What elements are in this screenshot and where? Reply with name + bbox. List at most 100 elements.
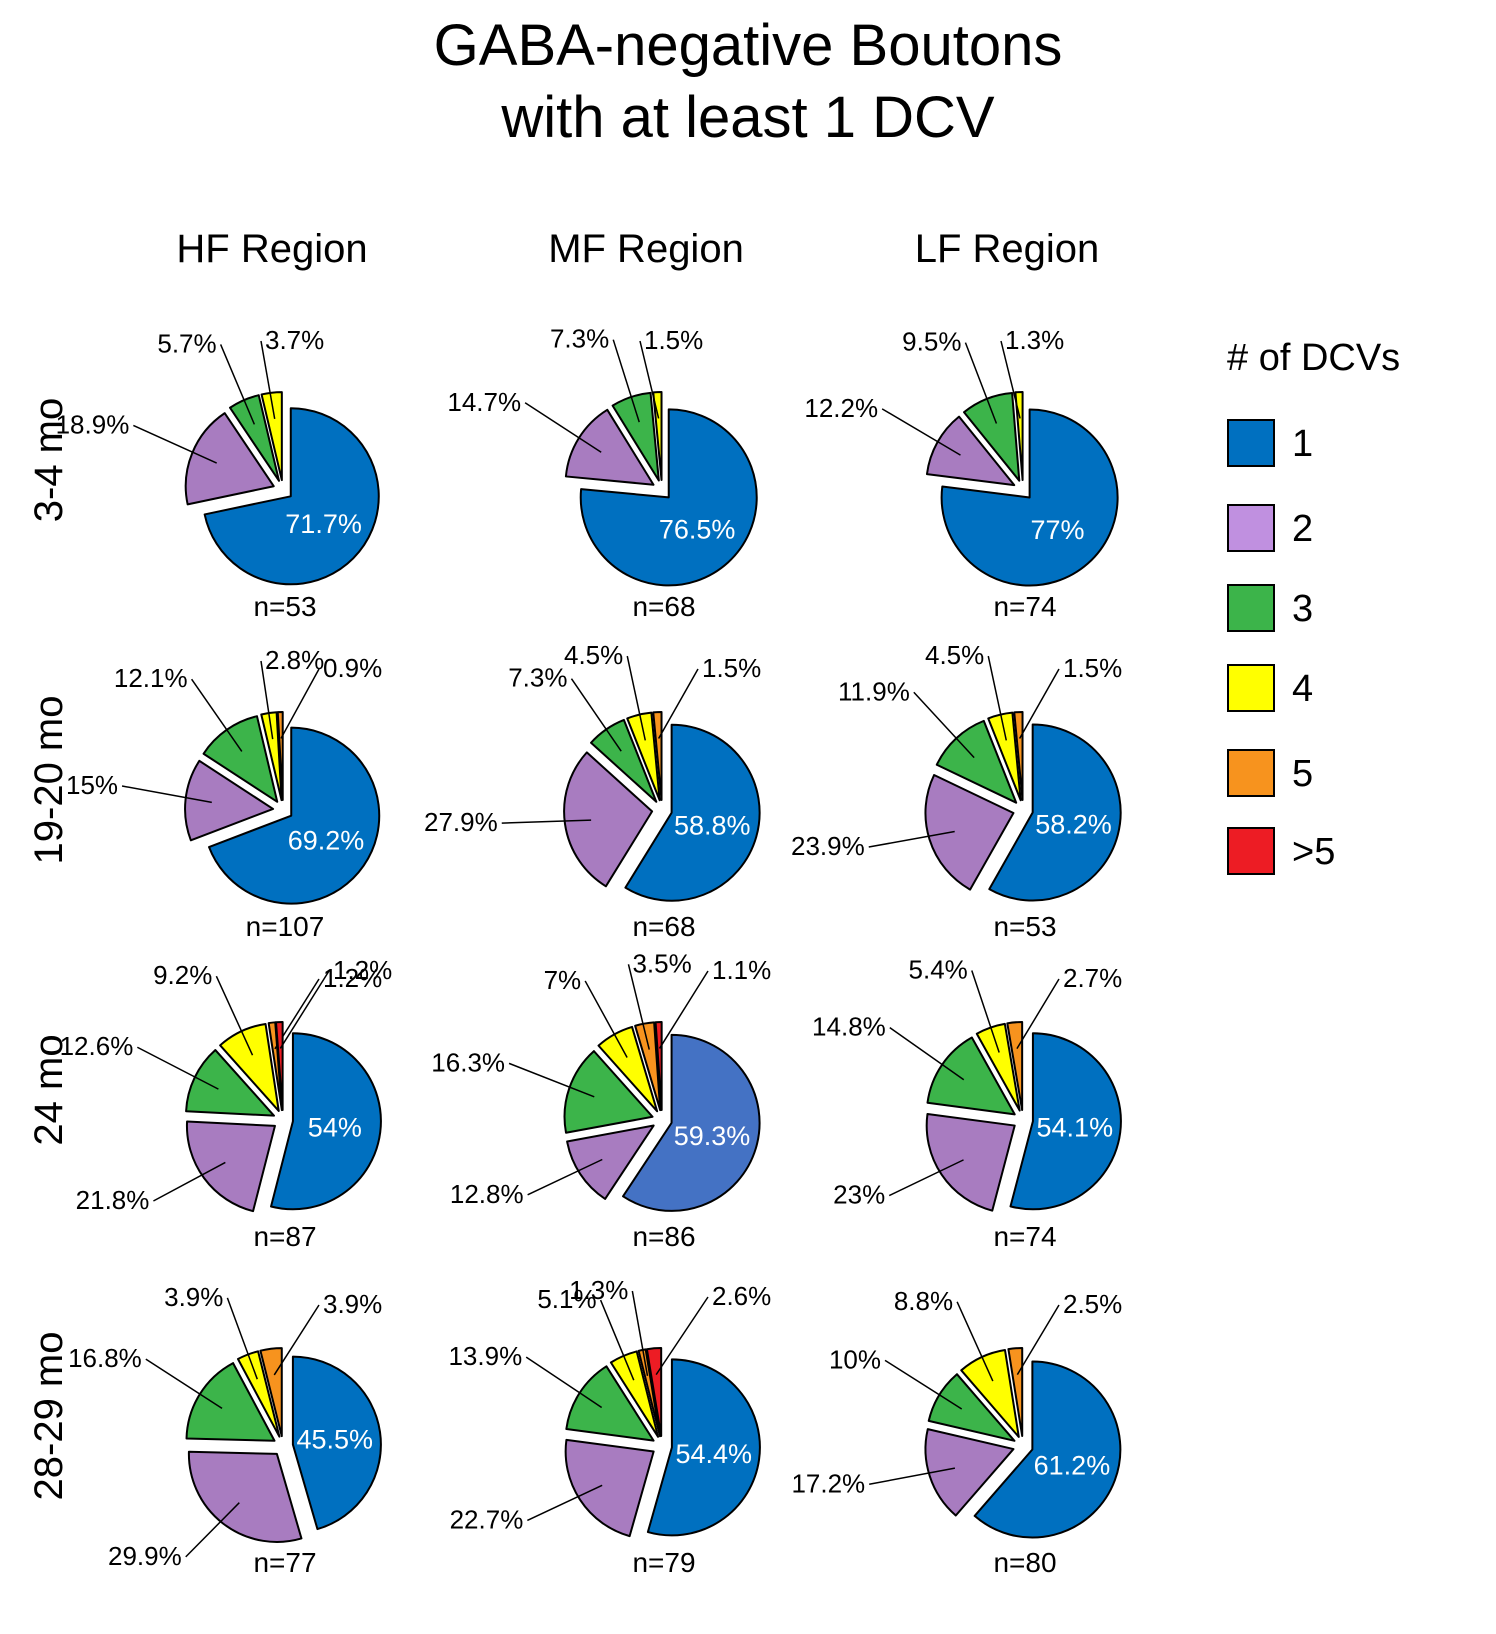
legend-swatch-6 <box>1227 827 1275 875</box>
leader-line-24-mo-lf-region-5 <box>1016 978 1060 1050</box>
slice-label-19-20-mo-mf-region-5: 1.5% <box>702 653 761 683</box>
slice-label-24-mo-lf-region-4: 5.4% <box>909 954 968 984</box>
chart-title: GABA-negative Boutons with at least 1 DC… <box>0 10 1496 154</box>
sample-size-24-mo-lf-region: n=74 <box>993 1221 1056 1252</box>
slice-label-19-20-mo-lf-region-4: 4.5% <box>925 640 984 670</box>
leader-line-28-29-mo-mf-region-2 <box>527 1484 603 1522</box>
pie-slice-3-4-mo-mf-region-4 <box>652 391 663 482</box>
slice-label-3-4-mo-lf-region-2: 12.2% <box>804 393 878 423</box>
row-header-3-4-mo: 3-4 mo <box>27 398 71 523</box>
leader-line-28-29-mo-hf-region-5 <box>273 1304 320 1376</box>
slice-label-19-20-mo-mf-region-2: 27.9% <box>424 807 498 837</box>
slice-label-24-mo-hf-region-2: 21.8% <box>76 1185 150 1215</box>
sample-size-28-29-mo-lf-region: n=80 <box>993 1547 1056 1578</box>
leader-line-28-29-mo-lf-region-4 <box>956 1301 994 1382</box>
legend-label-5: 5 <box>1292 753 1313 795</box>
pie-slice-19-20-mo-mf-region-1 <box>624 723 761 902</box>
slice-label-19-20-mo-mf-region-3: 7.3% <box>508 663 567 693</box>
pie-slice-3-4-mo-lf-region-4 <box>1014 391 1024 482</box>
pie-slice-24-mo-hf-region-3 <box>185 1049 275 1117</box>
slice-label-24-mo-mf-region-4: 7% <box>544 965 582 995</box>
sample-size-24-mo-hf-region: n=87 <box>253 1221 316 1252</box>
sample-size-3-4-mo-lf-region: n=74 <box>993 591 1056 622</box>
leader-line-19-20-mo-hf-region-3 <box>190 678 243 752</box>
leader-line-19-20-mo-lf-region-2 <box>868 830 955 848</box>
leader-line-28-29-mo-mf-region-3 <box>525 1356 603 1409</box>
leader-line-24-mo-mf-region-4 <box>584 980 628 1058</box>
slice-label-3-4-mo-lf-region-3: 9.5% <box>902 327 961 357</box>
slice-label-3-4-mo-lf-region-4: 1.3% <box>1005 325 1064 355</box>
slice-label-3-4-mo-lf-region-1: 77% <box>1031 515 1085 545</box>
slice-label-19-20-mo-hf-region-1: 69.2% <box>288 826 365 856</box>
leader-line-28-29-mo-hf-region-3 <box>145 1358 223 1410</box>
sample-size-28-29-mo-hf-region: n=77 <box>253 1547 316 1578</box>
slice-label-28-29-mo-mf-region-4: 5.1% <box>537 1284 596 1314</box>
slice-label-19-20-mo-hf-region-4: 2.8% <box>265 645 324 675</box>
leader-line-24-mo-mf-region-2 <box>527 1158 603 1196</box>
leader-line-28-29-mo-mf-region-5 <box>631 1290 649 1377</box>
legend-swatch-2 <box>1227 504 1275 552</box>
legend-label-4: 4 <box>1292 668 1313 710</box>
pie-slice-28-29-mo-hf-region-5 <box>259 1347 283 1438</box>
sample-size-24-mo-mf-region: n=86 <box>632 1221 695 1252</box>
column-header-lf-region: LF Region <box>915 227 1100 271</box>
legend-swatch-5 <box>1227 749 1275 797</box>
legend-label-6: >5 <box>1292 831 1335 873</box>
pie-slice-24-mo-mf-region-6 <box>654 1021 663 1112</box>
slice-label-24-mo-lf-region-5: 2.7% <box>1063 963 1122 993</box>
slice-label-24-mo-hf-region-4: 9.2% <box>153 960 212 990</box>
sample-size-19-20-mo-mf-region: n=68 <box>632 911 695 942</box>
leader-line-3-4-mo-lf-region-3 <box>964 342 998 424</box>
slice-label-24-mo-mf-region-5: 3.5% <box>632 948 691 978</box>
slice-label-28-29-mo-lf-region-4: 8.8% <box>894 1286 953 1316</box>
pie-slice-28-29-mo-lf-region-5 <box>1007 1347 1024 1438</box>
slice-label-19-20-mo-lf-region-5: 1.5% <box>1063 653 1122 683</box>
slice-label-28-29-mo-mf-region-5: 1.3% <box>569 1275 628 1305</box>
slice-label-28-29-mo-hf-region-5: 3.9% <box>323 1289 382 1319</box>
slice-label-3-4-mo-hf-region-1: 71.7% <box>285 509 362 539</box>
leader-line-24-mo-lf-region-2 <box>888 1159 964 1197</box>
sample-size-3-4-mo-hf-region: n=53 <box>253 591 316 622</box>
pie-slice-19-20-mo-lf-region-2 <box>924 774 1015 891</box>
leader-line-3-4-mo-hf-region-2 <box>133 424 217 464</box>
slice-label-28-29-mo-mf-region-2: 22.7% <box>450 1504 524 1534</box>
leader-line-24-mo-hf-region-6 <box>279 970 330 1049</box>
leader-line-28-29-mo-lf-region-2 <box>869 1467 956 1486</box>
slice-label-19-20-mo-hf-region-5: 0.9% <box>323 653 382 683</box>
slice-label-3-4-mo-mf-region-3: 7.3% <box>550 324 609 354</box>
leader-line-24-mo-hf-region-3 <box>136 1046 219 1090</box>
pie-slice-24-mo-hf-region-2 <box>186 1120 276 1213</box>
slice-label-28-29-mo-hf-region-1: 45.5% <box>296 1425 373 1455</box>
leader-line-19-20-mo-lf-region-5 <box>1018 668 1060 739</box>
slice-label-3-4-mo-mf-region-4: 1.5% <box>644 325 703 355</box>
leader-line-3-4-mo-lf-region-2 <box>881 408 961 456</box>
leader-line-24-mo-lf-region-4 <box>971 970 1000 1053</box>
pie-slice-24-mo-lf-region-1 <box>1009 1032 1122 1211</box>
leader-line-24-mo-mf-region-5 <box>627 964 650 1050</box>
slice-label-19-20-mo-lf-region-3: 11.9% <box>838 676 910 706</box>
slice-label-28-29-mo-lf-region-3: 10% <box>829 1344 881 1374</box>
slice-label-28-29-mo-mf-region-6: 2.6% <box>712 1281 771 1311</box>
leader-line-19-20-mo-hf-region-2 <box>121 785 212 804</box>
slice-label-19-20-mo-lf-region-2: 23.9% <box>791 831 865 861</box>
pie-slice-19-20-mo-hf-region-2 <box>184 759 275 842</box>
leader-line-19-20-mo-lf-region-3 <box>913 691 975 759</box>
column-header-mf-region: MF Region <box>548 227 744 271</box>
legend-title: # of DCVs <box>1227 337 1400 379</box>
pie-slice-24-mo-mf-region-1 <box>622 1033 761 1212</box>
pie-slice-24-mo-lf-region-2 <box>925 1112 1016 1212</box>
row-header-28-29-mo: 28-29 mo <box>27 1332 71 1501</box>
legend-swatch-3 <box>1227 584 1275 632</box>
slice-label-28-29-mo-lf-region-1: 61.2% <box>1034 1450 1111 1480</box>
leader-line-24-mo-lf-region-3 <box>889 1027 965 1081</box>
leader-line-28-29-mo-lf-region-3 <box>884 1359 963 1410</box>
chart-title-line-1: GABA-negative Boutons <box>433 13 1063 78</box>
slice-label-19-20-mo-mf-region-4: 4.5% <box>564 640 623 670</box>
pie-slice-28-29-mo-mf-region-2 <box>564 1438 655 1538</box>
slice-label-28-29-mo-mf-region-1: 54.4% <box>675 1439 752 1469</box>
pie-slice-28-29-mo-hf-region-1 <box>291 1355 382 1531</box>
slice-label-24-mo-hf-region-3: 12.6% <box>60 1031 134 1061</box>
slice-label-19-20-mo-mf-region-1: 58.8% <box>674 810 751 840</box>
pie-slice-24-mo-mf-region-2 <box>566 1124 655 1200</box>
